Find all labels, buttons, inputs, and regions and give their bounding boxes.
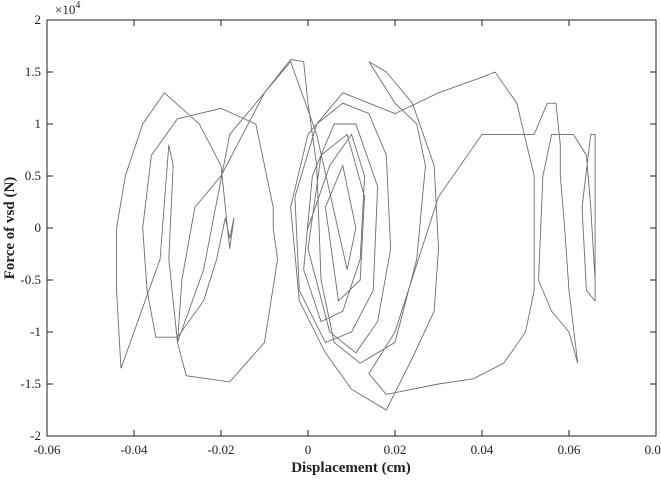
multiplier-base: ×10 (55, 2, 75, 17)
x-tick-label: 0.06 (558, 442, 581, 457)
x-tick-label: -0.06 (33, 442, 61, 457)
y-tick-label: -1 (30, 324, 41, 339)
y-tick-label: -0.5 (20, 272, 41, 287)
x-tick-label: 0.02 (384, 442, 407, 457)
y-tick-label: -2 (30, 428, 41, 443)
y-axis-label: Force of vsd (N) (2, 177, 18, 280)
y-tick-label: 2 (35, 12, 42, 27)
x-tick-label: 0.04 (471, 442, 494, 457)
y-tick-label: -1.5 (20, 376, 41, 391)
y-multiplier: ×104 (55, 0, 80, 17)
x-axis-label: Displacement (cm) (291, 460, 411, 476)
y-tick-label: 1 (35, 116, 42, 131)
x-tick-label: 0 (305, 442, 312, 457)
x-tick-label: -0.02 (207, 442, 234, 457)
y-tick-label: 0 (35, 220, 42, 235)
multiplier-exponent: 4 (75, 0, 80, 11)
x-tick-label: 0.08 (645, 442, 661, 457)
x-tick-label: -0.04 (120, 442, 148, 457)
y-tick-label: 1.5 (25, 64, 41, 79)
y-tick-label: 0.5 (25, 168, 41, 183)
data-line (116, 59, 596, 411)
